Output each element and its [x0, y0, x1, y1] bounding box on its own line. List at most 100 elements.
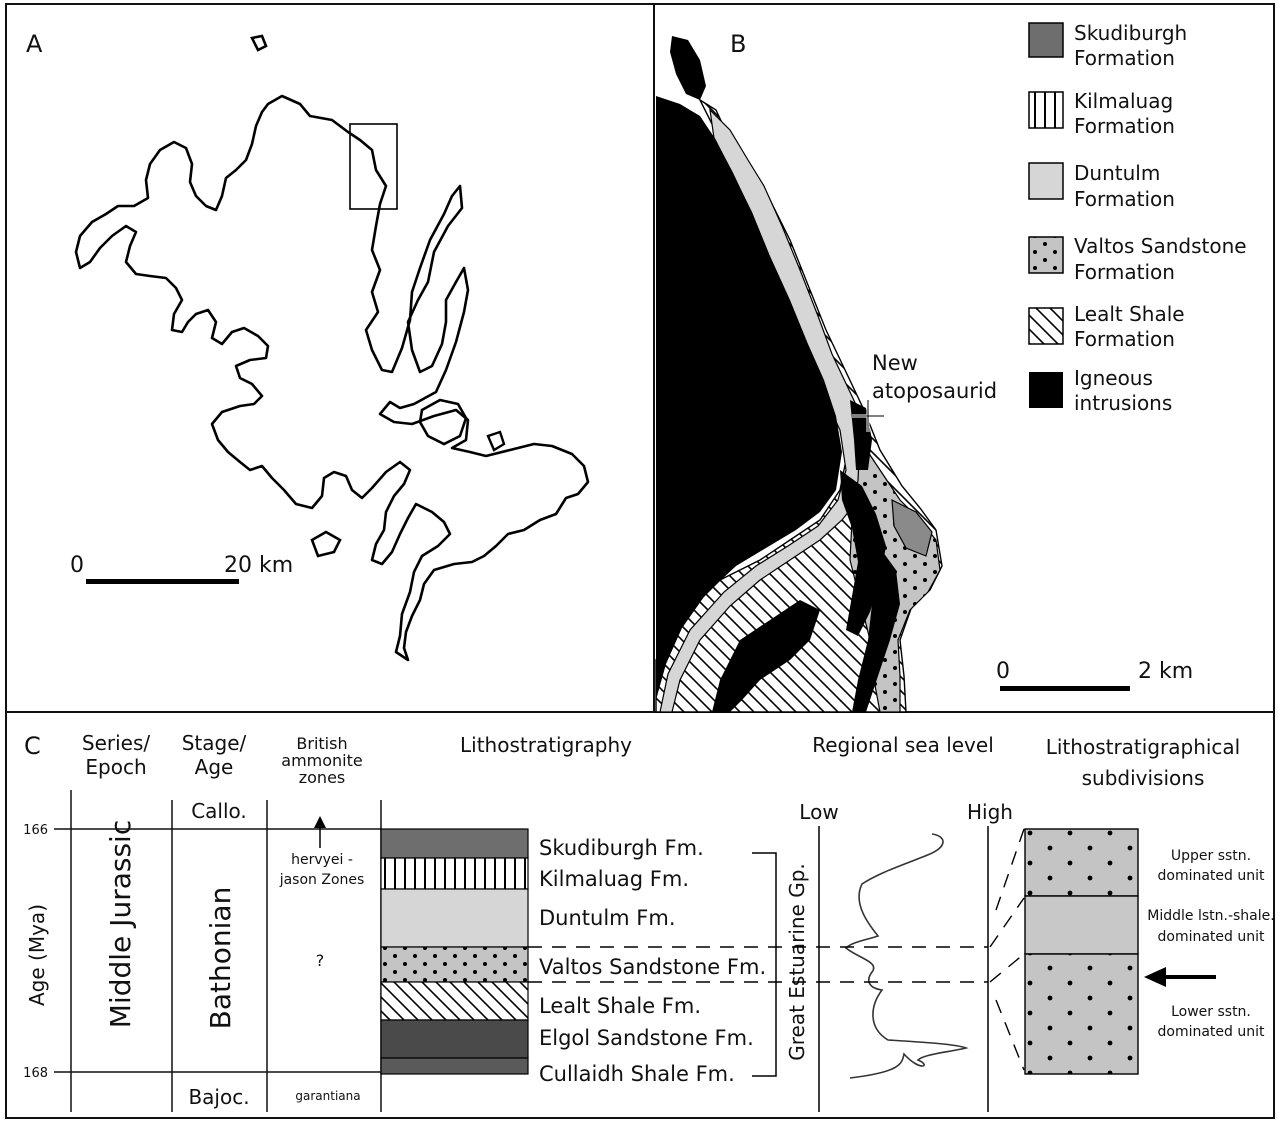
panel-b: B New atoposaurid 0 2 km Skudiburgh Form… — [655, 21, 1247, 713]
stage-bathonian: Bathonian — [204, 887, 237, 1030]
legend-label: Duntulm — [1074, 161, 1160, 185]
legend-swatch-kilmaluag — [1028, 91, 1064, 129]
zone-upper: jason Zones — [279, 872, 365, 888]
scale-b-end: 2 km — [1138, 659, 1193, 684]
bed-kilmaluag — [380, 857, 529, 890]
header-zones: zones — [299, 768, 346, 787]
bed-lealt — [380, 981, 529, 1021]
age-axis-label: Age (Mya) — [25, 904, 49, 1006]
legend-label: Formation — [1074, 46, 1175, 70]
formation-label: Lealt Shale Fm. — [539, 994, 701, 1018]
scale-a-start: 0 — [70, 553, 84, 578]
bed-valtos — [380, 946, 529, 983]
header-lithostratigraphy: Lithostratigraphy — [460, 733, 632, 757]
panel-a-label: A — [26, 30, 43, 58]
zone-arrow-head — [314, 816, 326, 828]
islet-scalpay — [310, 530, 342, 558]
sea-level-curve — [844, 833, 969, 1079]
age-tick-166: 166 — [23, 823, 48, 838]
igneous-sill-3 — [852, 540, 900, 712]
unit-label: dominated unit — [1158, 1024, 1266, 1040]
legend-label: Formation — [1074, 260, 1175, 284]
islet-east — [486, 430, 506, 452]
unit-label: dominated unit — [1158, 868, 1266, 884]
bed-elgol — [380, 1019, 529, 1059]
igneous-sill-2 — [712, 600, 820, 712]
legend-label: Kilmaluag — [1074, 89, 1173, 113]
header-sea-level: Regional sea level — [812, 733, 994, 757]
legend-label: Formation — [1074, 114, 1175, 138]
stage-callovian: Callo. — [191, 799, 247, 823]
legend-swatch-igneous — [1029, 372, 1063, 408]
panel-a: A 0 20 km — [26, 30, 590, 662]
subdiv-dash-lower — [989, 953, 1025, 983]
legend-swatch-skudiburgh — [1028, 22, 1064, 58]
series-name: Middle Jurassic — [104, 820, 137, 1028]
legend-swatch-duntulm — [1028, 162, 1064, 200]
header-subdivisions: subdivisions — [1082, 766, 1205, 790]
panel-b-label: B — [730, 30, 746, 58]
header-stage: Stage/ — [182, 731, 247, 755]
unit-label: Upper sstn. — [1171, 848, 1251, 864]
zone-unknown: ? — [316, 951, 325, 970]
legend-label: Valtos Sandstone — [1074, 234, 1247, 258]
scale-b-bar — [1000, 686, 1130, 691]
formation-label: Valtos Sandstone Fm. — [539, 955, 766, 979]
subdiv-dash-bottom — [995, 999, 1025, 1071]
legend-swatch-lealt — [1028, 307, 1064, 345]
header-subdivisions: Lithostratigraphical — [1046, 735, 1241, 759]
zone-garantiana: garantiana — [295, 1089, 360, 1103]
bed-duntulm — [380, 888, 529, 948]
header-series: Epoch — [85, 755, 146, 779]
stage-bajocian: Bajoc. — [188, 1085, 249, 1109]
legend-label: Igneous — [1074, 366, 1153, 390]
legend-label: intrusions — [1074, 391, 1172, 415]
legend-label: Lealt Shale — [1074, 302, 1185, 326]
age-tick-168: 168 — [23, 1066, 48, 1081]
unit-lower-sandstone — [1024, 953, 1139, 1075]
igneous-north-island — [670, 36, 706, 100]
zone-upper: hervyei - — [291, 852, 353, 868]
sea-level-high: High — [967, 800, 1013, 824]
unit-label: Lower sstn. — [1171, 1004, 1251, 1020]
legend: Skudiburgh Formation Kilmaluag Formation… — [1028, 21, 1247, 415]
group-bracket — [752, 852, 777, 1077]
bed-cullaidh — [380, 1057, 529, 1075]
scale-a-end: 20 km — [224, 553, 293, 578]
subdiv-dash-upper — [989, 897, 1025, 948]
island-north-fragment — [250, 34, 268, 52]
unit-middle-limestone — [1024, 895, 1139, 955]
island-outline — [74, 94, 590, 662]
legend-label: Formation — [1074, 187, 1175, 211]
formation-label: Kilmaluag Fm. — [539, 867, 689, 891]
igneous-main-mass — [656, 96, 842, 700]
header-series: Series/ — [82, 731, 151, 755]
annotation-line-2: atoposaurid — [872, 379, 997, 403]
skudiburgh-patch — [891, 498, 933, 557]
formation-label: Cullaidh Shale Fm. — [539, 1062, 735, 1086]
scale-b-start: 0 — [996, 659, 1010, 684]
header-zones: ammonite — [281, 751, 362, 770]
bed-skudiburgh — [380, 828, 529, 859]
formation-label: Skudiburgh Fm. — [539, 836, 704, 860]
legend-label: Formation — [1074, 327, 1175, 351]
panel-c-label: C — [24, 732, 41, 760]
islet-raasay — [418, 398, 468, 446]
scale-a-bar — [86, 579, 239, 584]
header-stage: Age — [195, 755, 234, 779]
unit-label: Middle lstn.-shale. — [1147, 908, 1274, 924]
formation-label: Elgol Sandstone Fm. — [539, 1026, 754, 1050]
unit-upper-sandstone — [1024, 828, 1139, 897]
formation-label: Duntulm Fm. — [539, 906, 676, 930]
legend-swatch-valtos — [1028, 236, 1064, 274]
unit-label: dominated unit — [1158, 929, 1266, 945]
group-label: Great Estuarine Gp. — [785, 863, 809, 1061]
header-zones: British — [296, 734, 347, 753]
find-horizon-arrow-head — [1144, 967, 1166, 987]
study-area-box — [349, 123, 398, 210]
panel-c: C Series/ Epoch Stage/ Age British ammon… — [23, 731, 1275, 1112]
figure-border — [5, 3, 1275, 1119]
sea-level-low: Low — [799, 800, 838, 824]
legend-label: Skudiburgh — [1074, 21, 1187, 45]
subdiv-dash-top — [995, 828, 1025, 911]
